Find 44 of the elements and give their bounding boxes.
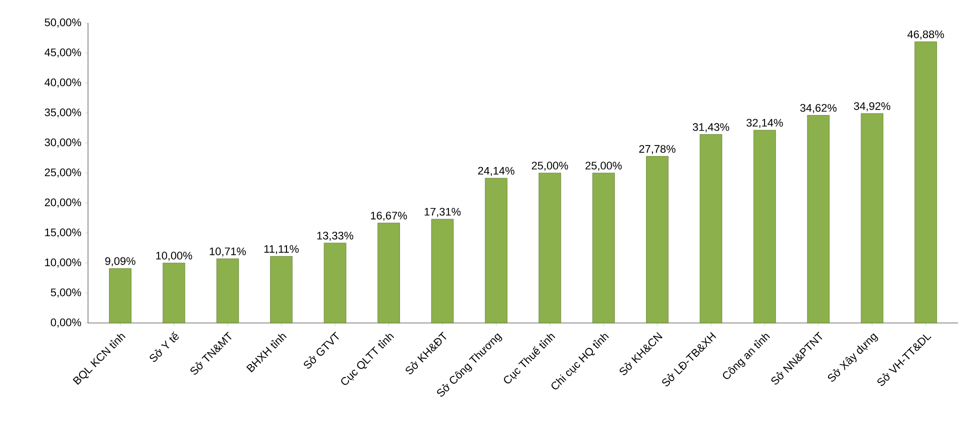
bar	[378, 222, 400, 324]
bar	[914, 42, 937, 324]
bar	[538, 172, 562, 324]
data-label: 10,00%	[156, 252, 192, 261]
data-label: 34,62%	[800, 104, 837, 114]
bar	[270, 256, 293, 324]
bar	[860, 113, 884, 324]
data-label: 10,71%	[210, 247, 246, 257]
y-tick-label: 5,00%	[50, 288, 82, 298]
bar	[431, 218, 454, 324]
y-tick-label: 0,00%	[50, 318, 82, 328]
data-label: 24,14%	[478, 166, 514, 176]
bar	[646, 156, 668, 324]
bar	[592, 172, 615, 324]
y-tick-label: 30,00%	[44, 138, 82, 148]
y-tick-label: 15,00%	[45, 228, 82, 238]
data-label: 17,31%	[424, 208, 461, 217]
data-label: 27,78%	[639, 145, 676, 154]
bar	[753, 130, 776, 324]
bar	[807, 115, 830, 324]
bar	[700, 134, 722, 324]
y-tick-label: 10,00%	[45, 258, 82, 268]
y-tick-label: 50,00%	[44, 18, 82, 28]
data-label: 11,11%	[264, 245, 299, 254]
bar	[216, 258, 239, 324]
y-tick-label: 40,00%	[44, 78, 82, 88]
data-label: 25,00%	[532, 162, 568, 171]
y-tick-label: 25,00%	[44, 168, 82, 178]
data-label: 16,67%	[370, 212, 407, 221]
x-tick-label: Sở Y tế	[150, 331, 179, 362]
bar	[109, 268, 132, 324]
data-label: 46,88%	[907, 30, 944, 40]
y-tick-label: 45,00%	[44, 48, 82, 58]
data-label: 13,33%	[317, 232, 354, 241]
bar	[324, 242, 346, 324]
data-label: 25,00%	[586, 162, 622, 171]
data-label: 32,14%	[746, 118, 783, 128]
data-label: 31,43%	[692, 123, 730, 132]
data-label: 9,09%	[105, 257, 136, 266]
data-label: 34,92%	[854, 102, 890, 112]
y-tick-label: 20,00%	[44, 198, 82, 208]
bar	[162, 262, 186, 324]
y-tick-label: 35,00%	[44, 108, 82, 118]
bar	[484, 178, 508, 324]
